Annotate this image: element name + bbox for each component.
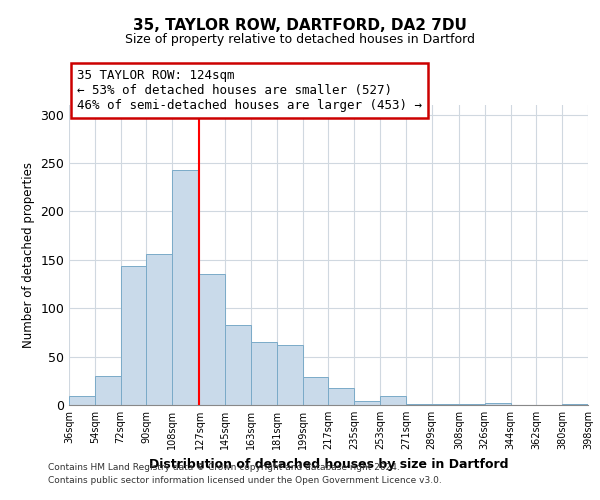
Bar [95, 376, 121, 405]
Bar [459, 404, 485, 405]
Bar [277, 345, 302, 405]
Bar [225, 324, 251, 405]
Bar [329, 388, 355, 405]
Bar [302, 377, 329, 405]
Text: Contains public sector information licensed under the Open Government Licence v3: Contains public sector information licen… [48, 476, 442, 485]
Bar [562, 404, 588, 405]
Bar [172, 170, 199, 405]
Bar [485, 403, 511, 405]
Text: Contains HM Land Registry data © Crown copyright and database right 2024.: Contains HM Land Registry data © Crown c… [48, 464, 400, 472]
X-axis label: Distribution of detached houses by size in Dartford: Distribution of detached houses by size … [149, 458, 508, 470]
Bar [432, 404, 459, 405]
Text: 35, TAYLOR ROW, DARTFORD, DA2 7DU: 35, TAYLOR ROW, DARTFORD, DA2 7DU [133, 18, 467, 32]
Text: 35 TAYLOR ROW: 124sqm
← 53% of detached houses are smaller (527)
46% of semi-det: 35 TAYLOR ROW: 124sqm ← 53% of detached … [77, 69, 422, 112]
Bar [121, 266, 146, 405]
Bar [406, 404, 432, 405]
Bar [380, 396, 406, 405]
Bar [146, 254, 172, 405]
Bar [355, 401, 380, 405]
Y-axis label: Number of detached properties: Number of detached properties [22, 162, 35, 348]
Bar [199, 274, 225, 405]
Bar [69, 396, 95, 405]
Bar [251, 342, 277, 405]
Text: Size of property relative to detached houses in Dartford: Size of property relative to detached ho… [125, 32, 475, 46]
